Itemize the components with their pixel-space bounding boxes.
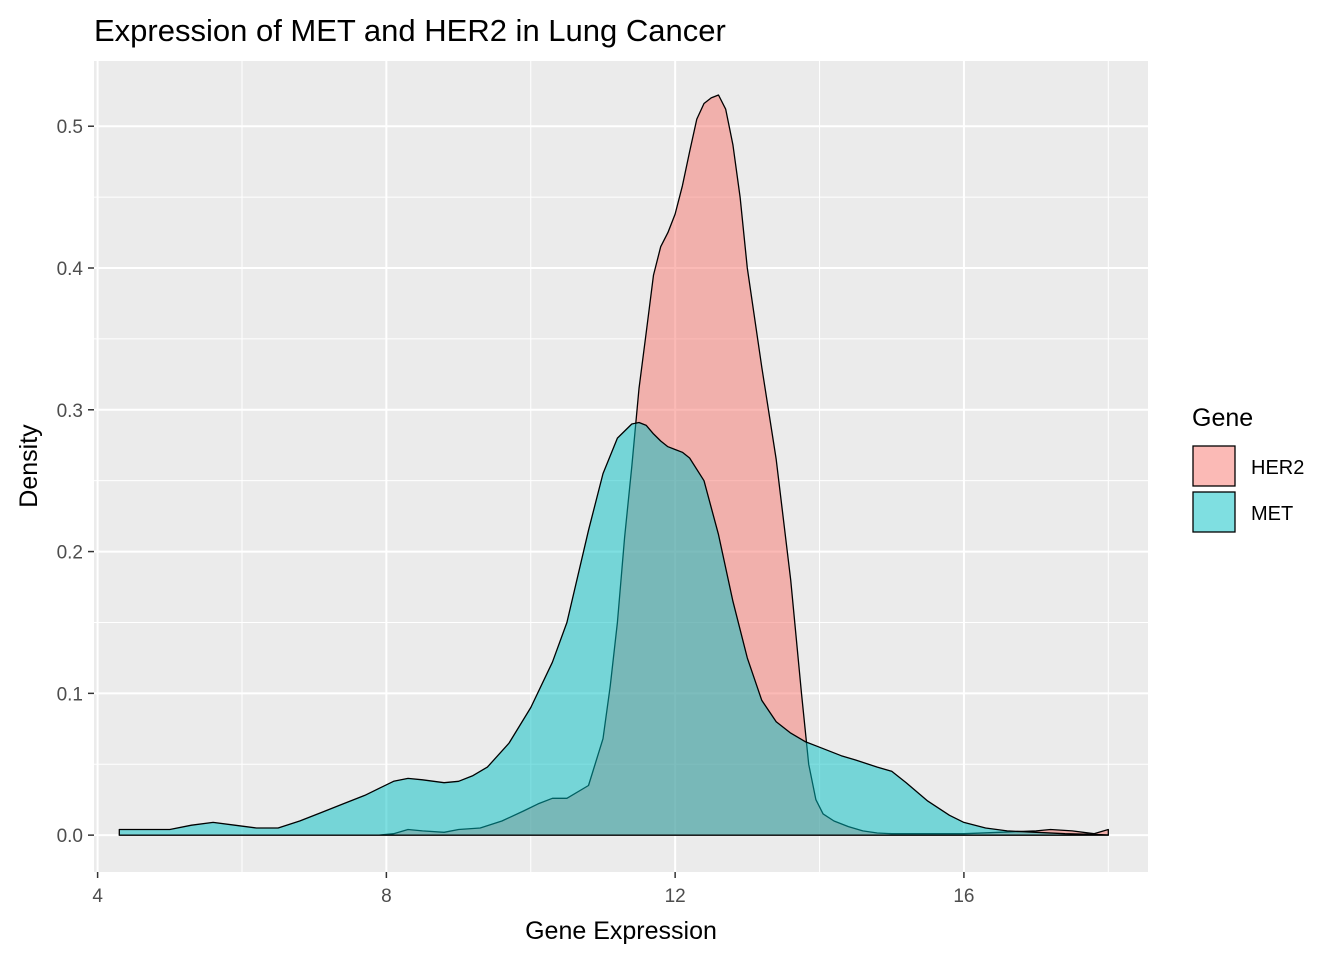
x-tick-label: 12 bbox=[665, 886, 686, 907]
y-tick-label: 0.4 bbox=[57, 259, 84, 280]
density-area-met bbox=[118, 421, 1109, 836]
x-tick-label: 4 bbox=[92, 886, 103, 907]
y-axis-ticks: 0.0 0.1 0.2 0.3 0.4 0.5 bbox=[57, 117, 94, 847]
y-axis-title: Density bbox=[15, 424, 43, 508]
y-tick-label: 0.2 bbox=[57, 543, 83, 564]
x-axis-title: Gene Expression bbox=[525, 917, 717, 945]
legend-label-met: MET bbox=[1251, 503, 1293, 525]
legend: Gene HER2 MET bbox=[1192, 404, 1304, 533]
legend-label-her2: HER2 bbox=[1251, 457, 1304, 479]
y-tick-label: 0.3 bbox=[57, 401, 83, 422]
legend-title: Gene bbox=[1192, 404, 1253, 432]
y-tick-label: 0.0 bbox=[57, 826, 83, 847]
y-tick-label: 0.5 bbox=[57, 117, 83, 138]
legend-swatch-met bbox=[1192, 491, 1236, 533]
x-tick-label: 8 bbox=[381, 886, 392, 907]
x-axis-ticks: 4 8 12 16 bbox=[92, 872, 974, 907]
chart-title: Expression of MET and HER2 in Lung Cance… bbox=[94, 13, 726, 48]
density-areas bbox=[118, 94, 1109, 836]
legend-swatch-her2 bbox=[1192, 445, 1236, 487]
y-tick-label: 0.1 bbox=[57, 684, 83, 705]
x-tick-label: 16 bbox=[953, 886, 974, 907]
